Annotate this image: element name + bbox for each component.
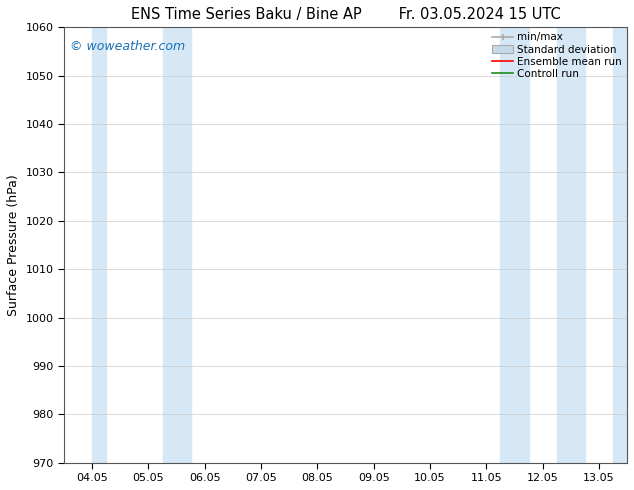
Bar (92, 27, 107, 463)
Bar (162, 27, 191, 463)
Bar (613, 27, 634, 463)
Title: ENS Time Series Baku / Bine AP        Fr. 03.05.2024 15 UTC: ENS Time Series Baku / Bine AP Fr. 03.05… (131, 7, 560, 22)
Text: © woweather.com: © woweather.com (70, 40, 184, 53)
Bar (557, 27, 585, 463)
Bar (500, 27, 529, 463)
Y-axis label: Surface Pressure (hPa): Surface Pressure (hPa) (7, 174, 20, 316)
Legend: min/max, Standard deviation, Ensemble mean run, Controll run: min/max, Standard deviation, Ensemble me… (490, 30, 624, 81)
